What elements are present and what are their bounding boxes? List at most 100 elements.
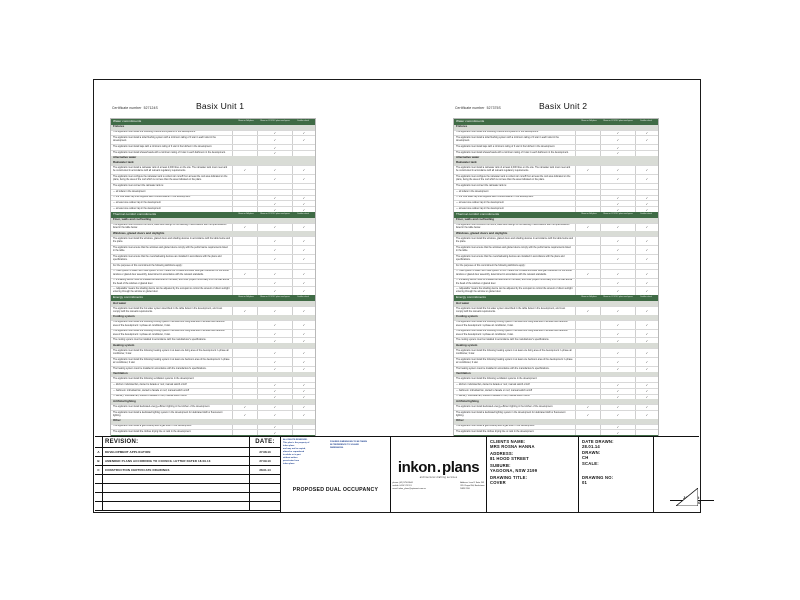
commitment-text: The applicant must configure the rainwat… bbox=[456, 176, 571, 182]
commitment-row: The applicant must install the hot water… bbox=[454, 305, 658, 315]
basix-certificate-unit-2: Certificate number 527375S Basix Unit 2 … bbox=[453, 101, 659, 484]
tick-da bbox=[232, 151, 257, 156]
tick-certifier: ✓ bbox=[292, 195, 315, 201]
tick-certifier: ✓ bbox=[635, 338, 658, 344]
tick-da bbox=[232, 348, 257, 357]
revision-no bbox=[95, 502, 103, 510]
tick-da bbox=[575, 246, 600, 254]
tick-cc: ✓ bbox=[600, 269, 635, 278]
column-header-cc: Show on CC/CDC plans and specs bbox=[260, 296, 290, 299]
tick-certifier: ✓ bbox=[635, 278, 658, 287]
tick-cc: ✓ bbox=[600, 175, 635, 184]
commitment-text: The applicant must install dedicated ene… bbox=[113, 405, 211, 408]
commitment-text: The applicant must install the following… bbox=[113, 321, 225, 327]
tick-da bbox=[232, 207, 257, 212]
revision-description bbox=[103, 502, 250, 510]
tick-da bbox=[232, 263, 257, 269]
tick-certifier: ✓ bbox=[635, 195, 658, 201]
commitment-row: The applicant must install taps with a m… bbox=[111, 144, 315, 151]
tick-cc: ✓ bbox=[257, 287, 292, 296]
tick-certifier: ✓ bbox=[292, 175, 315, 184]
tick-certifier bbox=[292, 430, 315, 435]
tick-cc: ✓ bbox=[257, 130, 292, 136]
tick-cc: ✓ bbox=[257, 136, 292, 145]
subsection-label: Floor, walls and roof/ceiling bbox=[113, 217, 152, 222]
tick-da bbox=[232, 377, 257, 383]
commitment-text: The applicant must install a gas cooktop… bbox=[456, 425, 535, 428]
subsection-row: Artificial lighting bbox=[454, 399, 658, 405]
commitment-text: The applicant must install the clothes d… bbox=[113, 431, 192, 434]
commitment-text: For the purposes of this commitment the … bbox=[456, 264, 526, 267]
tick-cc: ✓ bbox=[600, 237, 635, 246]
tick-cc: ✓ bbox=[600, 145, 635, 151]
commitment-text: The applicant must install taps with a m… bbox=[113, 146, 212, 149]
commitment-row: The applicant must install a rainwater t… bbox=[454, 165, 658, 175]
tick-da bbox=[575, 195, 600, 201]
tick-da bbox=[232, 195, 257, 201]
tick-da: ✓ bbox=[232, 306, 257, 315]
commitment-row: The applicant must install the following… bbox=[111, 319, 315, 329]
certificate-body: Water commitments Show on DA plans Show on… bbox=[453, 118, 659, 484]
commitment-row: The applicant must install the following… bbox=[454, 376, 658, 383]
copyright-line: altered or reproduced bbox=[283, 450, 305, 453]
tick-certifier bbox=[635, 189, 658, 195]
tick-certifier: ✓ bbox=[635, 394, 658, 400]
certificate-title: Basix Unit 2 bbox=[539, 101, 588, 111]
commitment-text: The applicant must install a gas cooktop… bbox=[113, 425, 192, 428]
commitment-row: The applicant must install a gas cooktop… bbox=[454, 423, 658, 430]
copyright-text: ALL RIGHTS RESERVED. This plan is the pro… bbox=[281, 437, 328, 468]
tick-certifier: ✓ bbox=[292, 405, 315, 410]
tick-certifier: ✓ bbox=[292, 410, 315, 419]
tick-cc bbox=[600, 189, 635, 195]
proposal-title: PROPOSED DUAL OCCUPANCY bbox=[292, 487, 379, 493]
revision-desc-header: REVISION: bbox=[103, 437, 250, 447]
tick-certifier: ✓ bbox=[635, 287, 658, 296]
logo-tagline: architectural drafting services bbox=[419, 476, 458, 479]
contact-line: phone: (02) 9796 8644 bbox=[392, 481, 413, 484]
commitment-row: The applicant must ensure that the overs… bbox=[111, 253, 315, 263]
drawing-field-value: 28.01.14 bbox=[582, 444, 600, 449]
client-field-value: COVER bbox=[490, 480, 506, 485]
commitment-row: — at least one outdoor tap in the develo… bbox=[111, 200, 315, 207]
drawing-no-value: 01 bbox=[582, 480, 588, 485]
commitment-row: — bathroom: individual fan, ducted to fa… bbox=[454, 387, 658, 394]
tick-certifier: ✓ bbox=[292, 278, 315, 287]
commitment-row: For the purposes of this commitment the … bbox=[111, 262, 315, 269]
commitment-text: — bathroom: individual fan, ducted to fa… bbox=[456, 389, 533, 392]
commitment-row: The applicant must install the hot water… bbox=[111, 305, 315, 315]
subsection-label: Alternative water bbox=[456, 155, 480, 160]
tick-cc: ✓ bbox=[257, 348, 292, 357]
revision-header-row: REVISION: DATE: bbox=[95, 437, 280, 448]
commitment-row: The applicant must install the clothes d… bbox=[454, 429, 658, 435]
commitment-text: — a shading device must be installed as … bbox=[456, 279, 573, 285]
commitment-row: — at least one outdoor tap in the develo… bbox=[454, 206, 658, 212]
tick-cc: ✓ bbox=[600, 136, 635, 145]
column-headers: Show on DA plans Show on CC/CDC plans and… bbox=[234, 296, 314, 298]
tick-certifier: ✓ bbox=[635, 366, 658, 372]
commitment-text: The applicant must install the following… bbox=[456, 358, 573, 364]
revision-row: A DEVELOPMENT APPLICATION 27.08.13 bbox=[95, 448, 280, 457]
section-band-label: Energy commitments bbox=[456, 295, 486, 300]
commitment-row: — 'total system U-value' and 'total syst… bbox=[454, 268, 658, 278]
column-header-cc: Show on CC/CDC plans and specs bbox=[260, 212, 290, 215]
tick-da bbox=[232, 184, 257, 189]
tick-certifier: ✓ bbox=[292, 357, 315, 366]
tick-da bbox=[232, 430, 257, 435]
subsection-row: Fixtures bbox=[454, 125, 658, 130]
subsection-label: Floor, walls and roof/ceiling bbox=[456, 217, 495, 222]
tick-certifier: ✓ bbox=[635, 388, 658, 394]
client-field-value: YAGOONA, NSW 2199 bbox=[490, 468, 538, 473]
commitment-text: The applicant must install the following… bbox=[113, 131, 196, 134]
revision-description: AMENDED PLANS ACCORDING TO COUNCIL LETTE… bbox=[103, 457, 250, 465]
commitment-text: The applicant must install a dedicated l… bbox=[113, 411, 223, 417]
client-field-value: MRS ROSNA HANNA bbox=[490, 444, 535, 449]
tick-certifier: ✓ bbox=[635, 306, 658, 315]
tick-da bbox=[575, 377, 600, 383]
tick-cc: ✓ bbox=[600, 130, 635, 136]
tick-da bbox=[575, 388, 600, 394]
drawing-field-label: DATE DRAWN: bbox=[582, 439, 614, 444]
sheet-fold-corner-icon bbox=[676, 488, 698, 506]
subsection-row: Ventilation bbox=[111, 371, 315, 377]
tick-da: ✓ bbox=[575, 410, 600, 419]
commitment-row: The applicant must install the following… bbox=[454, 356, 658, 366]
